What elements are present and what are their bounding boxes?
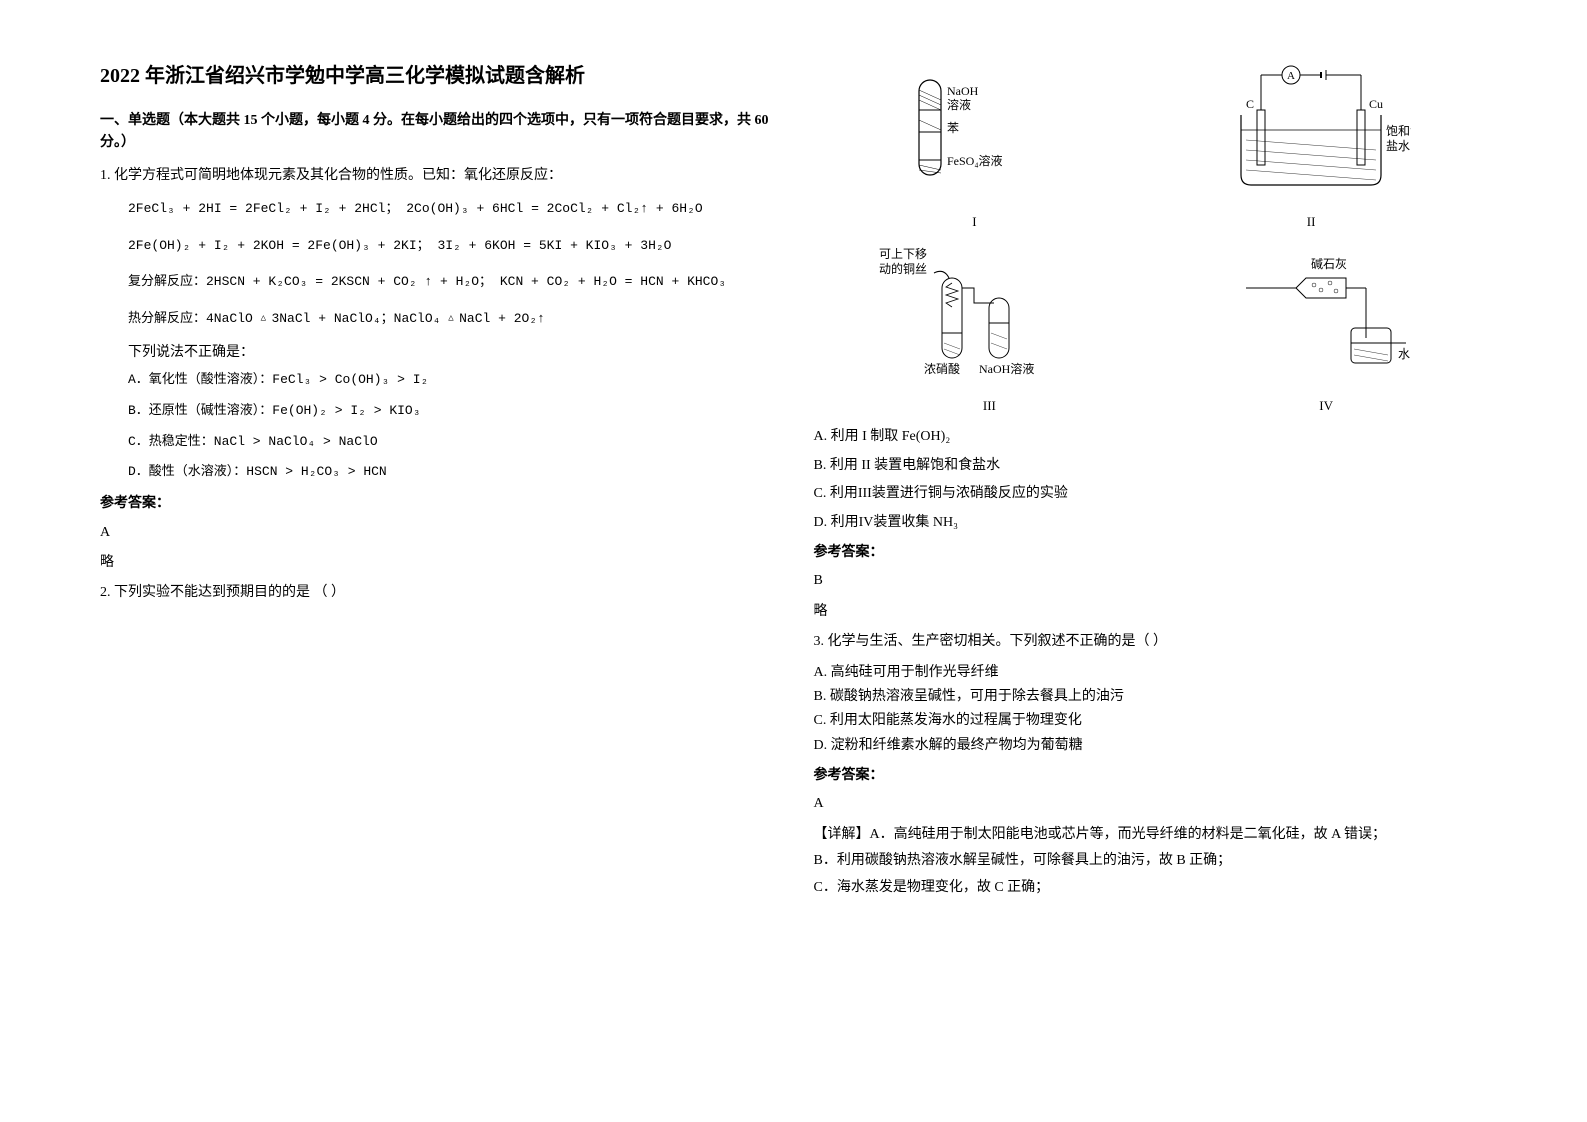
q3-optA: A. 高纯硅可用于制作光导纤维 [814, 662, 1488, 684]
label-benzene: 苯 [947, 121, 959, 135]
q1-eq4: 热分解反应：4NaClO △ 3NaCl + NaClO₄；NaClO₄ △ N… [100, 305, 774, 334]
svg-text:Cu: Cu [1369, 97, 1383, 111]
q1-optC: C．热稳定性：NaCl > NaClO₄ > NaClO [100, 432, 774, 453]
svg-text:水: 水 [1398, 347, 1410, 361]
q3-answer-label: 参考答案： [814, 765, 1488, 787]
roman-II: II [1211, 212, 1411, 233]
svg-text:C: C [1246, 97, 1254, 111]
q3-optD: D. 淀粉和纤维素水解的最终产物均为葡萄糖 [814, 735, 1488, 757]
q1-sub: 下列说法不正确是： [100, 342, 774, 364]
q3-stem: 3. 化学与生活、生产密切相关。下列叙述不正确的是（ ） [814, 631, 1488, 653]
q2-optB: B. 利用 II 装置电解饱和食盐水 [814, 455, 1488, 477]
q3-optC: C. 利用太阳能蒸发海水的过程属于物理变化 [814, 710, 1488, 732]
label-feso4: FeSO₄溶液 [947, 153, 1003, 168]
roman-IV: IV [1226, 396, 1426, 417]
q2-optC: C. 利用III装置进行铜与浓硝酸反应的实验 [814, 483, 1488, 505]
diagram-IV: 碱石灰 水 IV [1226, 243, 1426, 416]
svg-text:盐水: 盐水 [1386, 139, 1410, 153]
roman-III: III [874, 396, 1104, 417]
left-column: 2022 年浙江省绍兴市学勉中学高三化学模拟试题含解析 一、单选题（本大题共 1… [80, 60, 794, 1062]
q1-eq2: 2Fe(OH)₂ + I₂ + 2KOH = 2Fe(OH)₃ + 2KI； 3… [100, 232, 774, 261]
apparatus-III-svg: 可上下移 动的铜丝 浓硝酸 NaOH溶液 [874, 243, 1104, 383]
right-column: NaOH 溶液 苯 FeSO₄溶液 I A [794, 60, 1508, 1062]
q1-brief: 略 [100, 552, 774, 574]
q1-eq3: 复分解反应：2HSCN + K₂CO₃ = 2KSCN + CO₂ ↑ + H₂… [100, 268, 774, 297]
q2-answer: B [814, 570, 1488, 592]
apparatus-II-svg: A C Cu [1211, 60, 1411, 200]
diagram-I: NaOH 溶液 苯 FeSO₄溶液 I [889, 60, 1059, 233]
diagram-row-2: 可上下移 动的铜丝 浓硝酸 NaOH溶液 [814, 243, 1488, 416]
apparatus-IV-svg: 碱石灰 水 [1226, 243, 1426, 383]
svg-text:浓硝酸: 浓硝酸 [924, 361, 960, 376]
q2-stem: 2. 下列实验不能达到预期目的的是 （ ） [100, 582, 774, 604]
svg-text:A: A [1287, 70, 1295, 82]
roman-I: I [889, 212, 1059, 233]
q1-optA: A．氧化性（酸性溶液）：FeCl₃ > Co(OH)₃ > I₂ [100, 370, 774, 391]
delta-icon: △ [448, 313, 459, 323]
apparatus-I-svg: NaOH 溶液 苯 FeSO₄溶液 [889, 60, 1059, 200]
q2-answer-label: 参考答案： [814, 542, 1488, 564]
label-naoh: NaOH [947, 84, 979, 98]
q2-optD: D. 利用IV装置收集 NH₃ [814, 512, 1488, 534]
diagram-III: 可上下移 动的铜丝 浓硝酸 NaOH溶液 [874, 243, 1104, 416]
delta-icon: △ [261, 313, 272, 323]
q1-optB: B．还原性（碱性溶液）：Fe(OH)₂ > I₂ > KIO₃ [100, 401, 774, 422]
q1-eq4a: 热分解反应：4NaClO [128, 311, 261, 326]
page-title: 2022 年浙江省绍兴市学勉中学高三化学模拟试题含解析 [100, 60, 774, 92]
q2-brief: 略 [814, 601, 1488, 623]
q1-eq4c: NaCl + 2O₂↑ [459, 311, 545, 326]
q3-explainC: C．海水蒸发是物理变化，故 C 正确； [814, 877, 1488, 899]
q3-explainA: 【详解】A．高纯硅用于制太阳能电池或芯片等，而光导纤维的材料是二氧化硅，故 A … [814, 824, 1488, 846]
diagram-row-1: NaOH 溶液 苯 FeSO₄溶液 I A [814, 60, 1488, 233]
q3-answer: A [814, 793, 1488, 815]
svg-text:可上下移: 可上下移 [879, 247, 927, 261]
section-header: 一、单选题（本大题共 15 个小题，每小题 4 分。在每小题给出的四个选项中，只… [100, 110, 774, 155]
q1-answer: A [100, 522, 774, 544]
diagram-II: A C Cu [1211, 60, 1411, 233]
q3-optB: B. 碳酸钠热溶液呈碱性，可用于除去餐具上的油污 [814, 686, 1488, 708]
q1-stem: 1. 化学方程式可简明地体现元素及其化合物的性质。已知：氧化还原反应： [100, 165, 774, 187]
q2-optA: A. 利用 I 制取 Fe(OH)₂ [814, 426, 1488, 448]
label-solution: 溶液 [947, 97, 971, 112]
q1-eq1: 2FeCl₃ + 2HI = 2FeCl₂ + I₂ + 2HCl； 2Co(O… [100, 195, 774, 224]
svg-text:NaOH溶液: NaOH溶液 [979, 361, 1034, 376]
q1-answer-label: 参考答案： [100, 493, 774, 515]
q1-eq4b: 3NaCl + NaClO₄；NaClO₄ [271, 311, 448, 326]
svg-text:饱和食: 饱和食 [1386, 123, 1411, 138]
q3-explainB: B．利用碳酸钠热溶液水解呈碱性，可除餐具上的油污，故 B 正确； [814, 850, 1488, 872]
q1-optD: D．酸性（水溶液）：HSCN > H₂CO₃ > HCN [100, 462, 774, 483]
svg-text:动的铜丝: 动的铜丝 [879, 261, 927, 276]
svg-text:碱石灰: 碱石灰 [1311, 257, 1347, 271]
